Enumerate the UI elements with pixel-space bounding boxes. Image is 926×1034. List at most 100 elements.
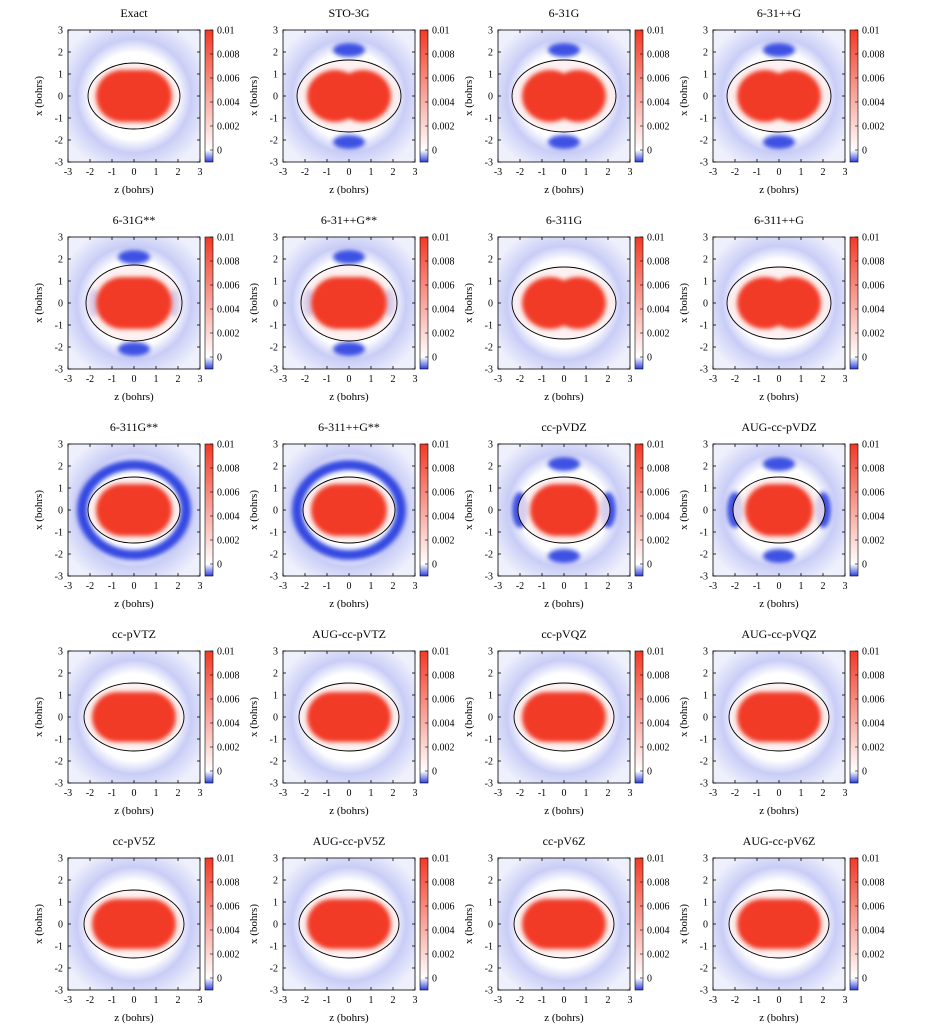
y-tick-label: 3: [273, 233, 278, 244]
colorbar-tick-label: 0.01: [647, 440, 665, 451]
heatmap-area: [498, 30, 630, 162]
negative-lobe-0: [763, 457, 795, 471]
colorbar-tick-label: 0.01: [432, 26, 450, 37]
y-axis-label: x (bohrs): [33, 283, 45, 323]
y-tick-label: 0: [703, 299, 708, 310]
y-axis-label: x (bohrs): [463, 904, 475, 944]
panel-title: 6-31G: [549, 6, 580, 20]
colorbar-tick-label: 0.008: [432, 878, 455, 889]
panel-svg: 6-31G** -3 -2 -1 0 1 2 3 3 2 1 0 -1 -2 -3 z (bohrs) x (b…: [33, 213, 240, 403]
colorbar-tick-label: 0.004: [647, 98, 670, 109]
y-axis-label: x (bohrs): [678, 283, 690, 323]
colorbar-tick-label: 0: [217, 560, 222, 571]
panel-svg: 6-311++G** -3 -2 -1 0 1 2 3 3 2 1 0 -1 -2 -3 z (bohrs) x…: [248, 420, 455, 610]
panel-3: 6-31++G -3 -2 -1 0 1 2 3 3 2 1 0 -1 -2 -3 z (bohrs) x (b…: [645, 0, 885, 206]
y-tick-label: -3: [700, 986, 708, 997]
panel-5: 6-31++G** -3 -2 -1 0 1 2 3 3 2 1 0 -1 -2 -3 z (bohrs) x …: [215, 207, 455, 413]
y-tick-label: 3: [703, 440, 708, 451]
colorbar-tick-label: 0.002: [217, 743, 240, 754]
heatmap-area: [498, 858, 630, 990]
x-tick-label: 1: [799, 581, 804, 592]
y-tick-label: 3: [703, 26, 708, 37]
colorbar-tick-label: 0.008: [647, 878, 670, 889]
x-tick-label: 0: [777, 581, 782, 592]
panel-6: 6-311G -3 -2 -1 0 1 2 3 3 2 1 0 -1 -2 -3 z (bohrs) x (bo…: [430, 207, 670, 413]
positive-core: [92, 692, 176, 742]
y-tick-label: 1: [488, 277, 493, 288]
y-axis-label: x (bohrs): [248, 490, 260, 530]
y-tick-label: 3: [273, 440, 278, 451]
y-tick-label: -1: [485, 735, 493, 746]
heatmap-area: [713, 444, 845, 576]
y-tick-label: -1: [700, 114, 708, 125]
colorbar-tick-label: 0.006: [862, 74, 885, 85]
colorbar-tick-label: 0.01: [432, 647, 450, 658]
y-axis-label: x (bohrs): [248, 697, 260, 737]
x-tick-label: -2: [86, 581, 94, 592]
y-tick-label: -2: [485, 964, 493, 975]
colorbar: [204, 443, 214, 577]
y-tick-label: 2: [58, 876, 63, 887]
positive-core: [96, 484, 172, 536]
colorbar-tick-label: 0.01: [432, 233, 450, 244]
colorbar-tick-label: 0.008: [217, 878, 240, 889]
panel-14: cc-pVQZ -3 -2 -1 0 1 2 3 3 2 1 0 -1 -2 -3 z (bohrs) x (b…: [430, 621, 670, 827]
panel-1: STO-3G -3 -2 -1 0 1 2 3 3 2 1 0 -1 -2 -3 z (bohrs) x (bo…: [215, 0, 455, 206]
x-tick-label: 2: [391, 995, 396, 1006]
y-tick-label: -2: [55, 136, 63, 147]
y-tick-label: 1: [488, 70, 493, 81]
colorbar: [849, 650, 859, 784]
y-axis-label: x (bohrs): [248, 283, 260, 323]
y-tick-label: 2: [488, 255, 493, 266]
negative-lobe-0: [333, 43, 365, 57]
negative-lobe-2: [333, 250, 365, 264]
colorbar-tick-label: 0.004: [217, 719, 240, 730]
colorbar-tick-label: 0.004: [217, 305, 240, 316]
y-tick-label: -3: [270, 779, 278, 790]
y-tick-label: -1: [700, 528, 708, 539]
heatmap-area: [283, 30, 415, 162]
x-tick-label: 2: [821, 374, 826, 385]
x-axis-label: z (bohrs): [329, 598, 369, 610]
x-tick-label: 3: [413, 581, 418, 592]
y-tick-label: 3: [58, 647, 63, 658]
colorbar-tick-label: 0.01: [862, 647, 880, 658]
x-tick-label: -2: [731, 788, 739, 799]
colorbar-tick-label: 0: [217, 146, 222, 157]
y-tick-label: -2: [270, 343, 278, 354]
colorbar-tick-label: 0.01: [862, 440, 880, 451]
y-tick-label: 2: [58, 462, 63, 473]
colorbar-tick-label: 0.008: [647, 50, 670, 61]
x-tick-label: 3: [843, 581, 848, 592]
x-axis-label: z (bohrs): [759, 598, 799, 610]
x-tick-label: -1: [538, 995, 546, 1006]
y-tick-label: 0: [273, 506, 278, 517]
heatmap-area: [498, 651, 630, 783]
x-tick-label: 0: [132, 788, 137, 799]
colorbar-tick-label: 0.01: [862, 26, 880, 37]
x-tick-label: -2: [301, 167, 309, 178]
x-axis-label: z (bohrs): [329, 805, 369, 817]
x-tick-label: 0: [562, 374, 567, 385]
x-tick-label: 2: [821, 167, 826, 178]
colorbar-tick-label: 0.002: [862, 743, 885, 754]
y-tick-label: 1: [273, 691, 278, 702]
colorbar-tick-label: 0.01: [432, 440, 450, 451]
colorbar: [634, 236, 644, 370]
y-tick-label: 1: [488, 898, 493, 909]
colorbar-tick-label: 0.008: [217, 257, 240, 268]
colorbar: [849, 29, 859, 163]
y-tick-label: 2: [273, 876, 278, 887]
x-axis-label: z (bohrs): [544, 805, 584, 817]
x-tick-label: 0: [347, 788, 352, 799]
x-tick-label: 3: [628, 374, 633, 385]
y-tick-label: -3: [55, 365, 63, 376]
colorbar-tick-label: 0.008: [862, 464, 885, 475]
x-tick-label: 0: [347, 995, 352, 1006]
x-tick-label: -3: [709, 788, 717, 799]
y-tick-label: -1: [270, 735, 278, 746]
colorbar: [634, 857, 644, 991]
y-tick-label: -2: [485, 136, 493, 147]
y-tick-label: -2: [485, 550, 493, 561]
y-tick-label: -2: [270, 964, 278, 975]
